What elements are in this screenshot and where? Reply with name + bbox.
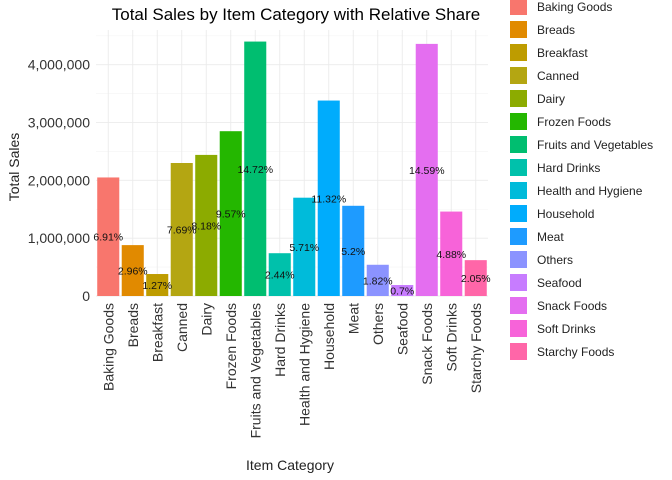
legend-label: Meat [537,230,564,244]
bar [366,264,389,296]
x-tick-label: Starchy Foods [468,303,484,393]
legend-swatch [510,136,527,153]
x-tick-label: Snack Foods [419,303,435,385]
legend-swatch [510,320,527,337]
x-tick-label: Breads [125,303,141,347]
legend-label: Baking Goods [537,0,612,14]
data-label: 14.72% [237,164,273,176]
data-label: 6.91% [93,232,123,244]
legend-swatch [510,297,527,314]
data-label: 8.18% [191,220,221,232]
bar [293,197,316,296]
x-tick-label: Household [321,303,337,370]
legend-label: Breakfast [537,46,588,60]
bar [440,211,463,296]
x-tick-label: Frozen Foods [223,303,239,389]
data-label: 2.05% [461,273,491,285]
y-axis-title: Total Sales [6,133,22,201]
data-label: 11.32% [311,193,346,205]
legend-label: Canned [537,69,579,83]
x-tick-label: Soft Drinks [443,303,459,371]
legend-label: Snack Foods [537,299,607,313]
x-tick-label: Dairy [198,303,214,336]
bar [342,205,365,296]
bar [391,285,414,296]
data-label: 0.7% [390,286,414,298]
data-label: 5.2% [341,246,365,258]
y-tick-label: 0 [82,288,90,304]
y-tick-label: 4,000,000 [28,57,90,73]
legend-swatch [510,205,527,222]
data-label: 9.57% [216,209,246,221]
data-label: 2.44% [265,270,295,282]
y-tick-label: 1,000,000 [28,230,90,246]
bar [219,131,242,296]
bar [244,41,267,296]
y-tick-label: 2,000,000 [28,172,90,188]
bar [464,260,487,296]
bars [97,41,487,297]
legend-swatch [510,0,527,15]
legend-label: Fruits and Vegetables [537,138,653,152]
bar [97,177,120,296]
data-label: 5.71% [289,242,319,254]
y-axis-ticks: 0 1,000,000 2,000,000 3,000,000 4,000,000 [28,57,91,304]
legend-label: Health and Hygiene [537,184,643,198]
x-tick-label: Hard Drinks [272,303,288,377]
legend-swatch [510,90,527,107]
x-tick-label: Meat [345,303,361,334]
bar [146,274,169,296]
legend-swatch [510,274,527,291]
data-label: 4.88% [436,249,466,261]
bar [121,245,144,296]
legend: Baking Goods Breads Breakfast Canned Dairy Fr… [510,0,653,360]
bar [415,43,438,296]
bar [268,253,291,296]
x-axis-ticks: Baking Goods Breads Breakfast Canned Dairy Fr… [100,303,484,439]
bar [317,100,340,297]
data-label: 1.27% [142,280,172,292]
legend-label: Others [537,253,573,267]
x-tick-label: Breakfast [149,303,165,362]
data-label: 7.69% [167,225,197,237]
bar [170,163,193,296]
legend-swatch [510,251,527,268]
data-label: 2.96% [118,266,148,278]
bar [195,154,218,296]
data-label: 14.59% [409,165,445,177]
x-tick-label: Baking Goods [100,303,116,391]
legend-swatch [510,67,527,84]
data-label: 1.82% [363,275,393,287]
legend-label: Frozen Foods [537,115,611,129]
legend-swatch [510,343,527,360]
chart-title: Total Sales by Item Category with Relati… [112,5,481,24]
legend-label: Breads [537,23,575,37]
data-labels: 6.91% 2.96% 1.27% 7.69%8.18%9.57% 14.72% 2.44… [93,164,490,298]
legend-label: Starchy Foods [537,345,614,359]
x-tick-label: Fruits and Vegetables [247,303,263,438]
legend-label: Seafood [537,276,582,290]
legend-label: Dairy [537,92,565,106]
x-tick-label: Canned [174,303,190,352]
x-axis-title: Item Category [246,457,334,473]
x-tick-label: Health and Hygiene [296,303,312,426]
legend-label: Household [537,207,594,221]
x-tick-label: Seafood [394,303,410,355]
legend-swatch [510,159,527,176]
legend-swatch [510,44,527,61]
y-tick-label: 3,000,000 [28,115,90,131]
legend-swatch [510,113,527,130]
legend-label: Hard Drinks [537,161,600,175]
x-tick-label: Others [370,303,386,345]
legend-swatch [510,228,527,245]
legend-swatch [510,182,527,199]
legend-label: Soft Drinks [537,322,596,336]
legend-swatch [510,21,527,38]
